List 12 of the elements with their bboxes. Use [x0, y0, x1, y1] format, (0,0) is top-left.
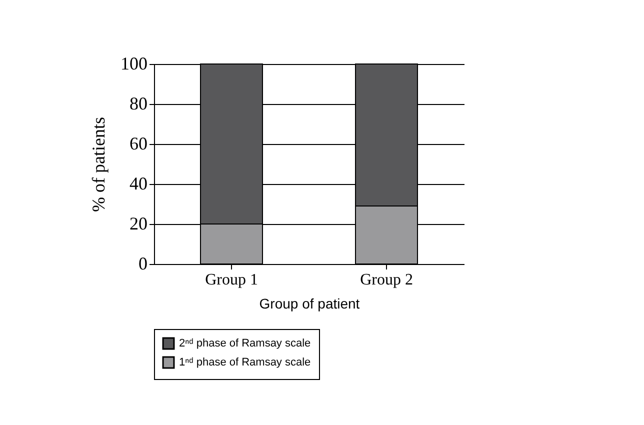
y-tick-label: 20: [130, 214, 148, 234]
y-tick-label: 100: [120, 54, 148, 74]
x-tick-label: Group 2: [360, 272, 413, 288]
y-tick-label: 80: [130, 94, 148, 114]
legend-label: 2ⁿᵈ phase of Ramsay scale: [179, 338, 311, 350]
y-tick-label: 40: [130, 174, 148, 194]
y-tick-label: 60: [130, 134, 148, 154]
y-tick-label: 0: [138, 254, 148, 274]
x-tick-label: Group 1: [205, 272, 258, 288]
y-axis-title: % of patients: [88, 117, 108, 212]
x-axis-title: Group of patient: [259, 296, 360, 312]
legend-label: 1ⁿᵈ phase of Ramsay scale: [179, 356, 311, 368]
